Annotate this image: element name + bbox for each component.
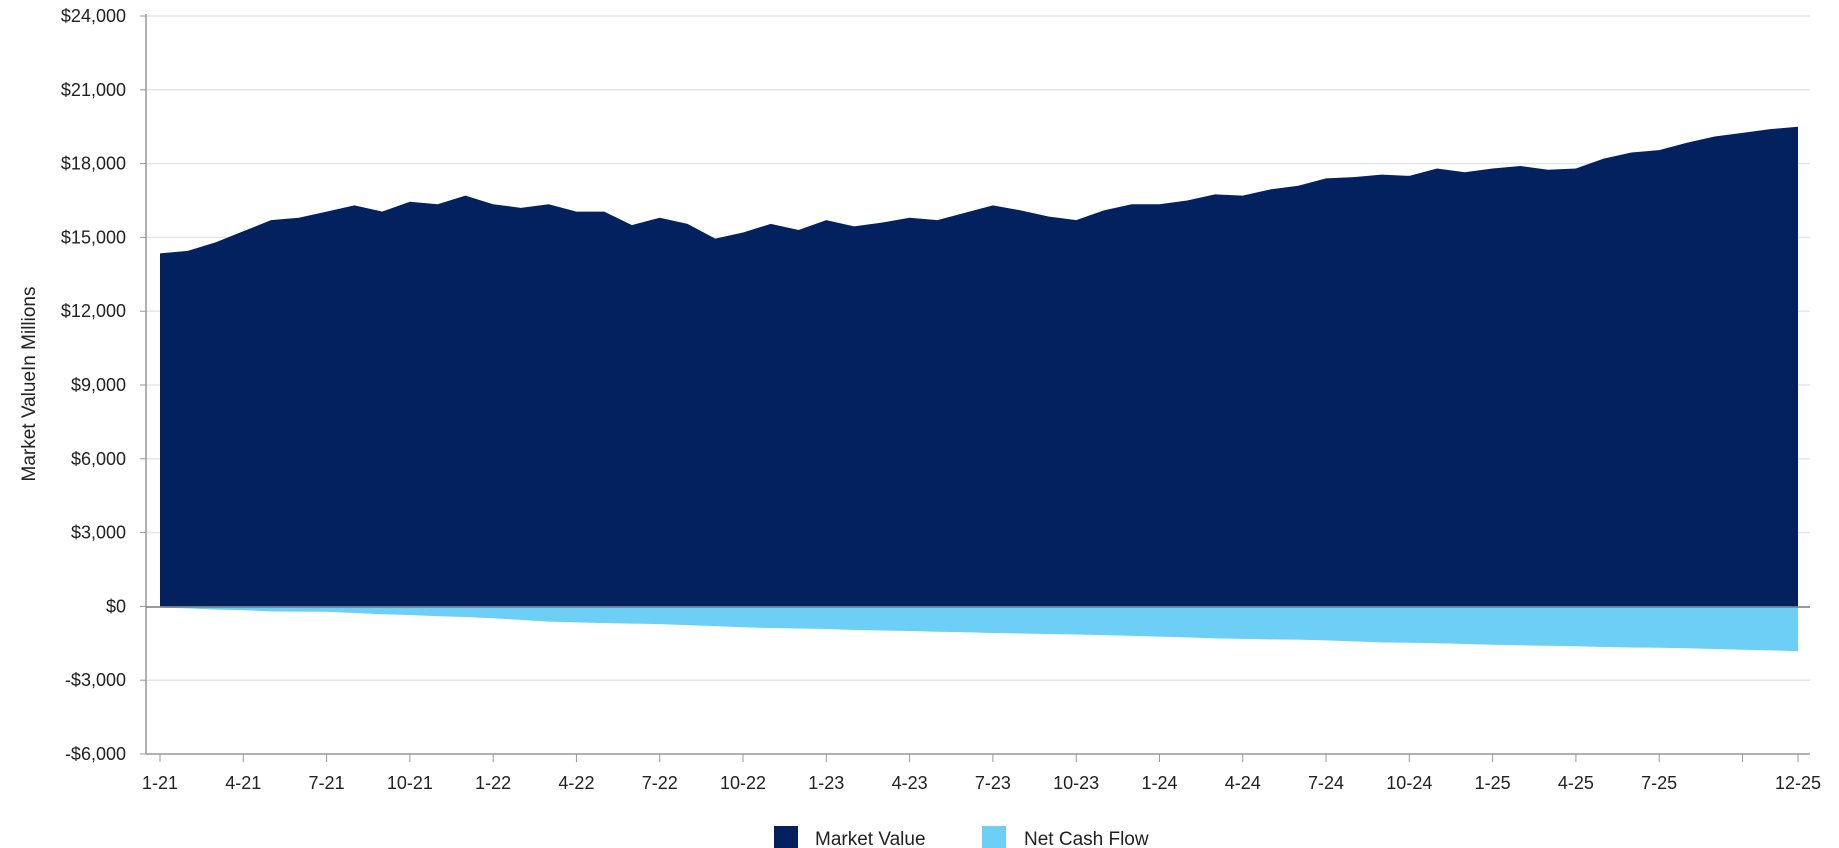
area-net-cash-flow — [160, 606, 1798, 652]
x-tick-label: 4-22 — [558, 773, 594, 793]
legend-label-net-cash-flow: Net Cash Flow — [1024, 829, 1149, 848]
x-tick-label: 1-23 — [808, 773, 844, 793]
x-tick-label: 1-21 — [142, 773, 178, 793]
y-tick-label: -$3,000 — [65, 670, 126, 690]
y-tick-label: $18,000 — [61, 154, 126, 174]
axes — [145, 14, 1810, 755]
y-tick-labels: -$6,000 -$3,000 $0 $3,000 $6,000 $9,000 $12,00… — [61, 6, 146, 764]
x-tick-label: 7-23 — [975, 773, 1011, 793]
x-tick-label: 12-25 — [1775, 773, 1821, 793]
y-axis-label: Market ValueIn Millions — [19, 286, 40, 481]
x-tick-label: 10-24 — [1386, 773, 1432, 793]
x-tick-label: 10-21 — [387, 773, 433, 793]
y-tick-label: -$6,000 — [65, 744, 126, 764]
y-tick-label: $6,000 — [71, 449, 126, 469]
y-tick-label: $24,000 — [61, 6, 126, 26]
x-tick-label: 1-24 — [1141, 773, 1177, 793]
y-tick-label: $3,000 — [71, 523, 126, 543]
y-tick-label: $15,000 — [61, 227, 126, 247]
x-tick-label: 1-22 — [475, 773, 511, 793]
legend-label-market-value: Market Value — [815, 829, 926, 848]
y-tick-label: $0 — [106, 596, 126, 616]
legend: Market Value Net Cash Flow — [774, 826, 1149, 848]
x-tick-label: 4-23 — [892, 773, 928, 793]
x-tick-label: 4-24 — [1225, 773, 1261, 793]
x-tick-label: 7-22 — [642, 773, 678, 793]
y-tick-label: $9,000 — [71, 375, 126, 395]
series-areas — [160, 126, 1798, 652]
y-tick-label: $12,000 — [61, 301, 126, 321]
legend-swatch-net-cash-flow — [982, 826, 1006, 848]
x-tick-label: 4-21 — [225, 773, 261, 793]
legend-item-market-value: Market Value — [774, 826, 926, 848]
x-tick-label: 7-21 — [309, 773, 345, 793]
x-tick-label: 1-25 — [1475, 773, 1511, 793]
x-tick-label: 10-23 — [1053, 773, 1099, 793]
x-tick-label: 10-22 — [720, 773, 766, 793]
legend-item-net-cash-flow: Net Cash Flow — [982, 826, 1149, 848]
x-tick-label: 7-25 — [1641, 773, 1677, 793]
legend-swatch-market-value — [774, 826, 798, 848]
x-tick-label: 7-24 — [1308, 773, 1344, 793]
x-tick-labels: 1-21 4-21 7-21 10-21 1-22 4-22 7-22 10-22 1-23 4-… — [142, 754, 1821, 793]
y-tick-label: $21,000 — [61, 80, 126, 100]
area-market-value — [160, 126, 1798, 607]
x-tick-label: 4-25 — [1558, 773, 1594, 793]
